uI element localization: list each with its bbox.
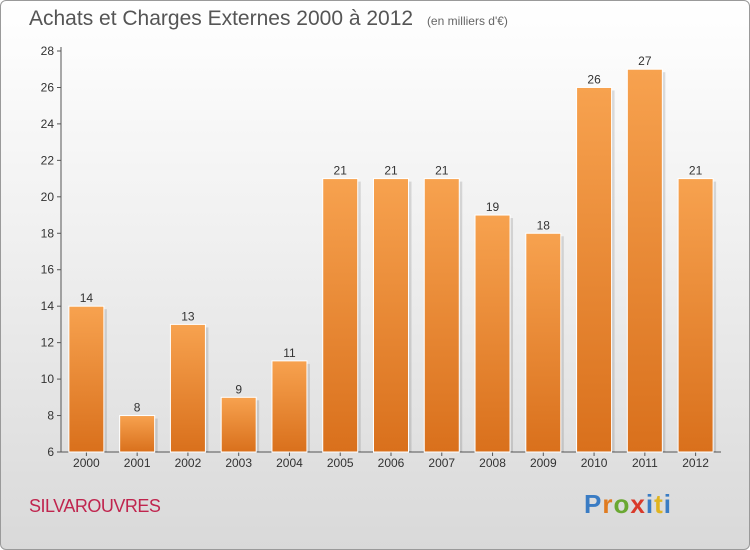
proxiti-logo: Proxiti xyxy=(584,489,672,520)
chart-subtitle: (en milliers d'€) xyxy=(426,14,508,28)
logo-letter: o xyxy=(613,489,631,519)
y-tick-label: 24 xyxy=(41,117,55,131)
x-tick-label: 2011 xyxy=(632,456,658,470)
logo-letter: i xyxy=(645,489,655,519)
y-tick-label: 18 xyxy=(41,226,55,240)
y-tick-label: 28 xyxy=(41,44,55,58)
x-tick-label: 2001 xyxy=(124,456,151,470)
bar xyxy=(626,68,663,453)
x-tick-label: 2000 xyxy=(73,456,100,470)
x-tick-label: 2005 xyxy=(327,456,354,470)
bar-value-label: 11 xyxy=(283,346,296,360)
x-tick-label: 2003 xyxy=(225,456,252,470)
y-tick-label: 16 xyxy=(41,263,55,277)
y-tick-label: 10 xyxy=(41,372,55,386)
x-tick-label: 2007 xyxy=(428,456,455,470)
chart-title: Achats et Charges Externes 2000 à 2012 (… xyxy=(29,7,508,31)
bar-value-label: 19 xyxy=(486,200,500,214)
x-tick-label: 2006 xyxy=(378,456,405,470)
logo-letter: r xyxy=(602,489,614,519)
bar xyxy=(68,305,105,453)
bar xyxy=(271,360,308,453)
y-tick-label: 26 xyxy=(41,80,55,94)
y-tick-label: 6 xyxy=(47,445,54,459)
y-tick-label: 22 xyxy=(41,153,55,167)
bar xyxy=(373,178,409,453)
y-tick-label: 12 xyxy=(41,336,55,350)
bar xyxy=(525,232,562,453)
bar xyxy=(474,214,511,453)
y-tick-label: 20 xyxy=(41,190,55,204)
logo-letter: x xyxy=(630,489,646,519)
bar xyxy=(677,178,714,453)
bar-value-label: 18 xyxy=(537,218,551,232)
x-tick-label: 2010 xyxy=(581,456,608,470)
logo-letter: t xyxy=(654,489,664,519)
bar-value-label: 13 xyxy=(181,309,195,323)
bar-value-label: 21 xyxy=(689,164,703,178)
bar xyxy=(119,415,156,453)
y-tick-label: 14 xyxy=(41,299,55,313)
bar xyxy=(169,323,206,453)
bar-value-label: 21 xyxy=(334,164,348,178)
bar-value-label: 21 xyxy=(435,164,449,178)
x-tick-label: 2012 xyxy=(682,456,709,470)
logo-letter: i xyxy=(663,489,672,519)
chart-title-text: Achats et Charges Externes 2000 à 2012 xyxy=(29,7,414,30)
bar xyxy=(322,178,359,453)
x-tick-label: 2004 xyxy=(276,456,303,470)
chart-bars: 14 8 13 9 11 21 21 21 19 18 26 27 21 xyxy=(68,54,717,453)
bar-value-label: 8 xyxy=(134,401,141,415)
place-name: SILVAROUVRES xyxy=(29,496,161,516)
x-tick-label: 2008 xyxy=(479,456,506,470)
x-tick-label: 2009 xyxy=(530,456,557,470)
bar xyxy=(576,86,613,453)
bar-value-label: 27 xyxy=(638,54,652,68)
bar-value-label: 21 xyxy=(384,164,398,178)
bar-value-label: 9 xyxy=(235,382,242,396)
logo-letter: P xyxy=(584,489,603,519)
y-tick-label: 8 xyxy=(47,409,54,423)
bar-value-label: 26 xyxy=(587,72,601,86)
bar xyxy=(423,178,460,453)
bar xyxy=(220,396,257,453)
x-tick-label: 2002 xyxy=(175,456,202,470)
bar-value-label: 14 xyxy=(80,291,94,305)
